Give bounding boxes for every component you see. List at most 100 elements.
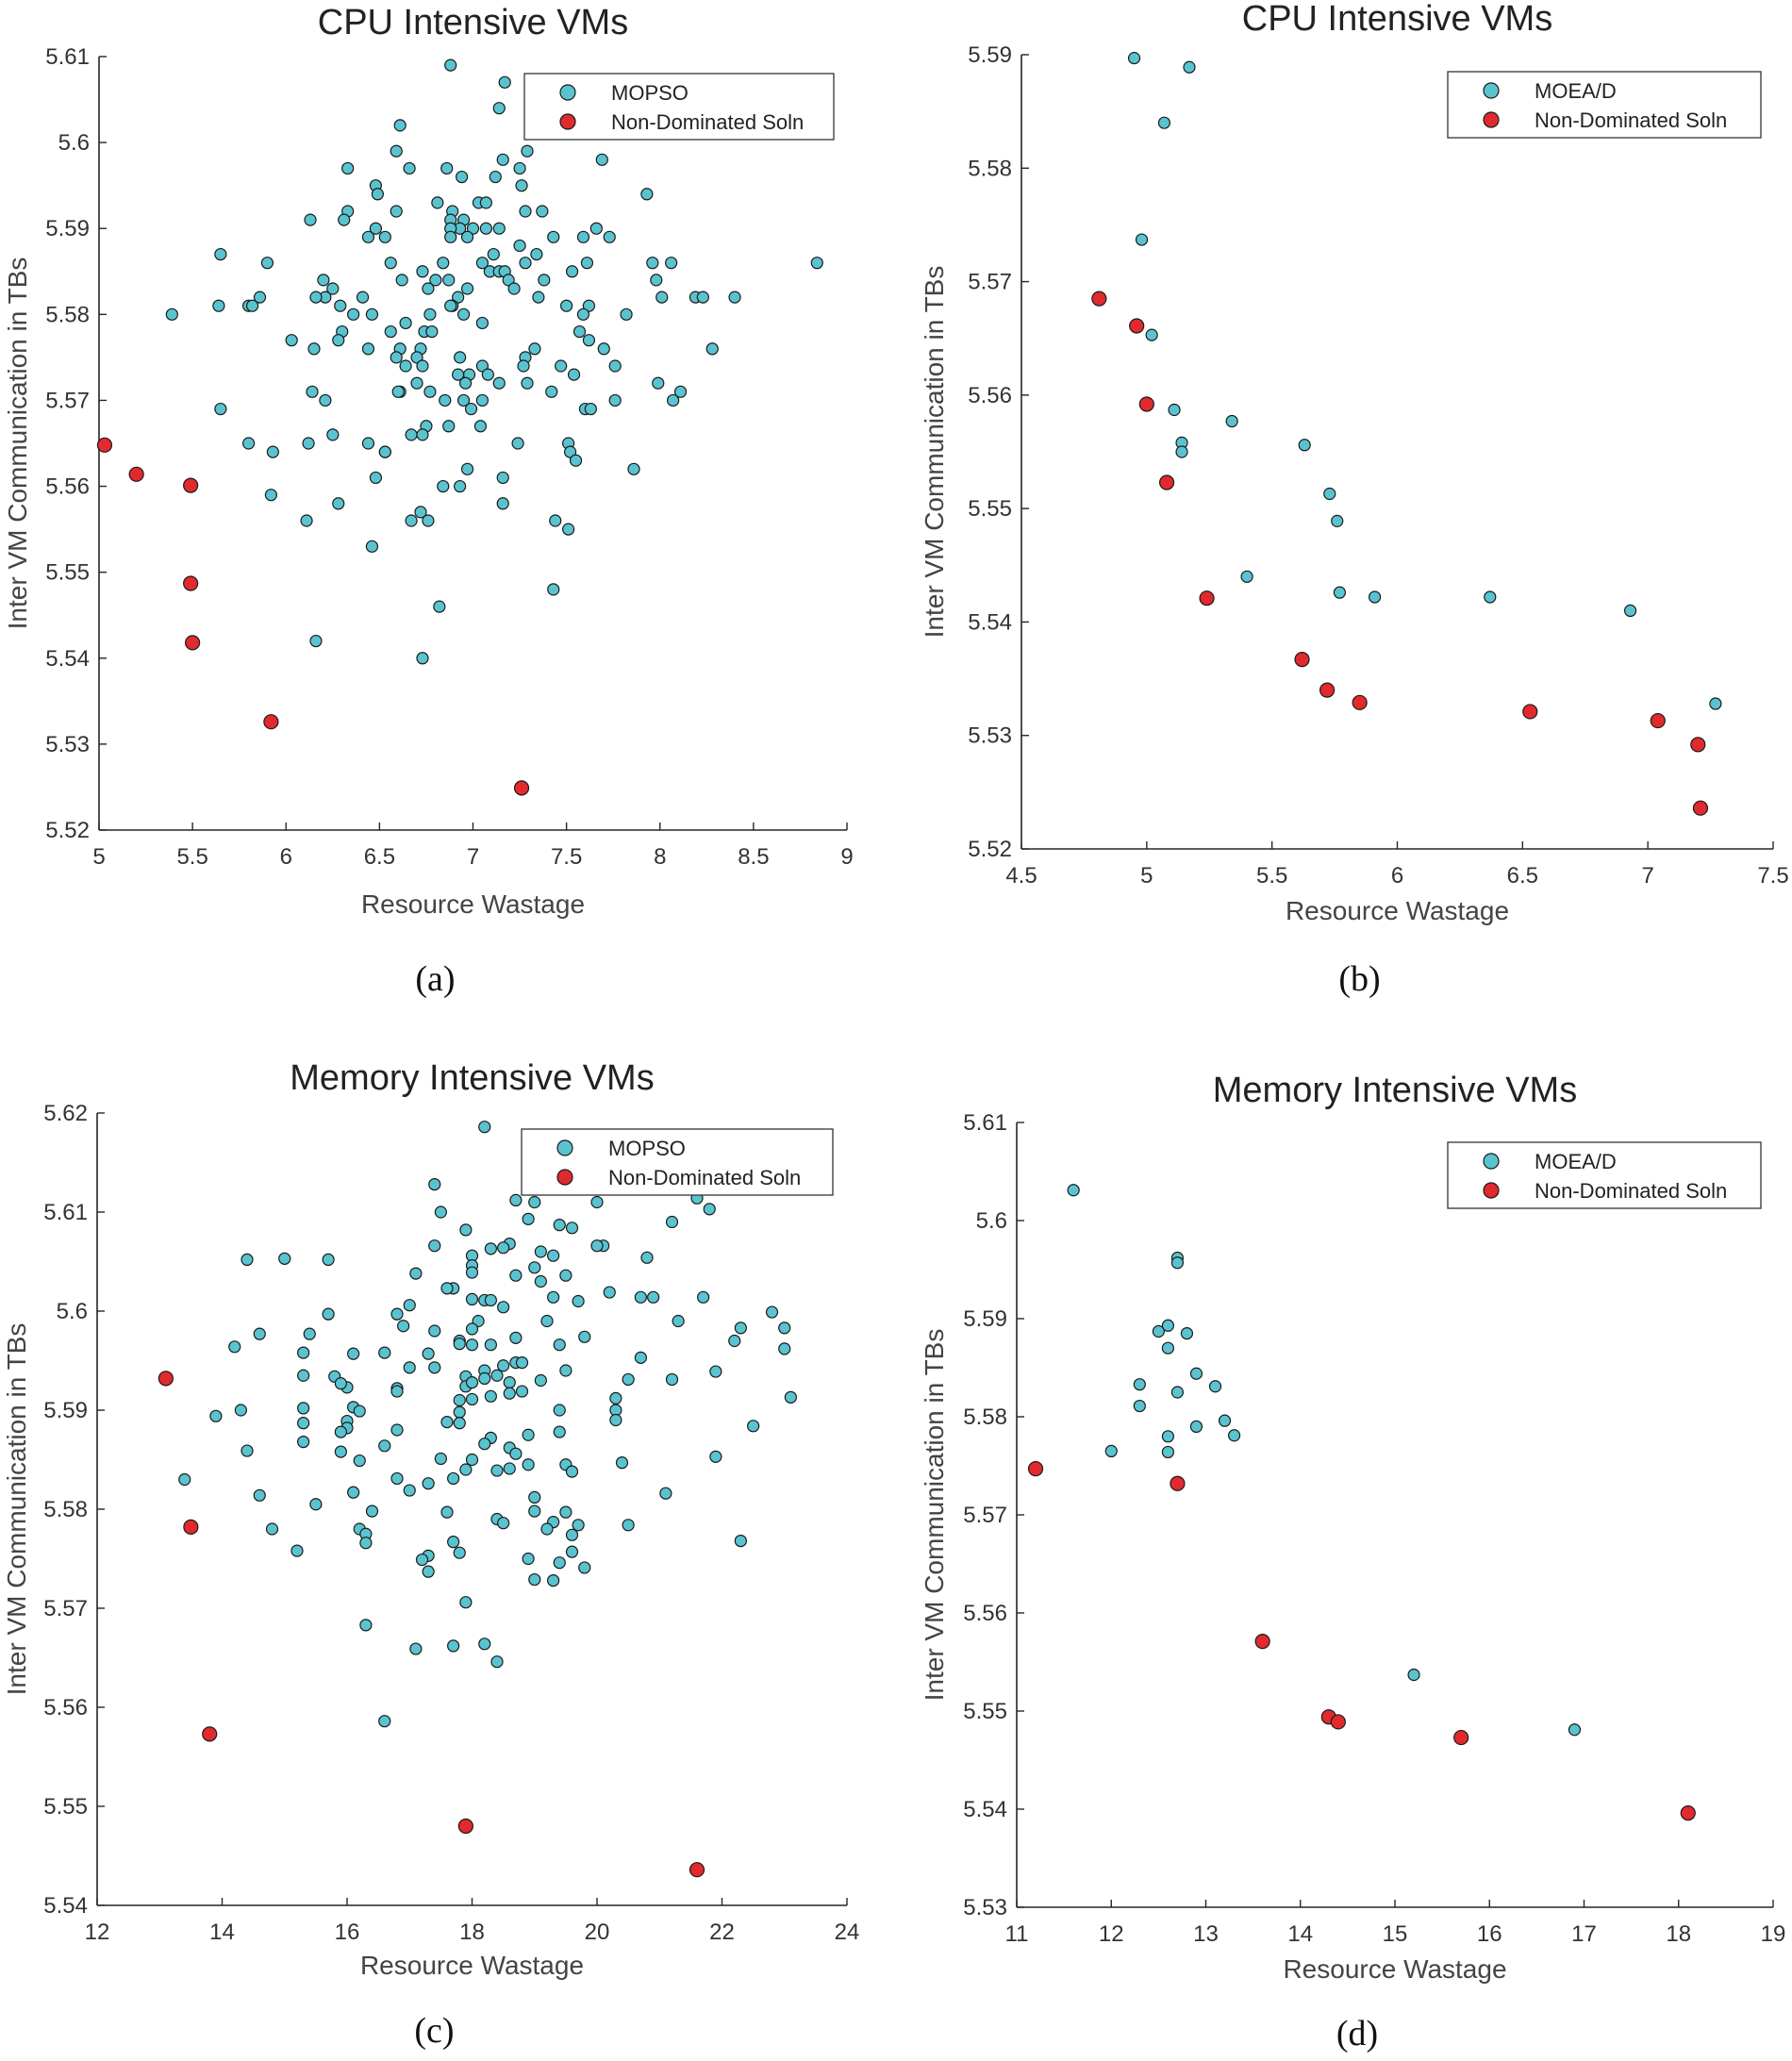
y-axis-label: Inter VM Communication in TBs	[2, 1323, 31, 1696]
solution-point	[297, 1402, 310, 1415]
legend-label: MOEA/D	[1535, 1150, 1617, 1173]
solution-point	[479, 222, 492, 235]
solution-point	[515, 179, 528, 192]
solution-point	[410, 351, 423, 364]
solution-point	[409, 1267, 423, 1280]
solution-point	[422, 1565, 435, 1578]
solution-point	[1218, 1414, 1232, 1427]
solution-point	[528, 342, 541, 356]
solution-point	[1170, 1256, 1185, 1270]
solution-point	[559, 1269, 572, 1282]
solution-point	[603, 230, 616, 243]
solution-point	[1623, 604, 1637, 618]
solution-point	[460, 282, 474, 295]
solution-point	[478, 1121, 491, 1134]
solution-point	[547, 230, 560, 243]
non-dominated-point	[183, 575, 199, 591]
non-dominated-point	[513, 780, 530, 796]
solution-point	[278, 1252, 291, 1265]
solution-point	[459, 1596, 473, 1609]
solution-point	[665, 1372, 679, 1387]
x-tick-label: 15	[1383, 1921, 1408, 1947]
solution-point	[582, 334, 596, 347]
solution-point	[784, 1390, 797, 1404]
solution-point	[589, 222, 603, 235]
solution-point	[650, 274, 663, 287]
solution-point	[572, 1519, 585, 1532]
solution-point	[503, 1462, 516, 1475]
solution-point	[609, 1413, 622, 1427]
solution-point	[1484, 590, 1497, 604]
solution-point	[634, 1290, 647, 1304]
solution-point	[1104, 1444, 1118, 1458]
legend: MOPSO Non-Dominated Soln	[523, 73, 835, 141]
solution-point	[559, 1505, 572, 1519]
solution-point	[572, 1294, 585, 1308]
solution-point	[241, 1253, 254, 1267]
y-tick-label: 5.55	[45, 560, 90, 586]
solution-point	[560, 299, 573, 312]
solution-point	[422, 514, 435, 527]
solution-point	[1133, 1378, 1146, 1391]
solution-point	[620, 307, 633, 321]
solution-point	[178, 1472, 191, 1487]
y-tick-label: 5.53	[968, 723, 1012, 749]
solution-point	[640, 188, 654, 201]
solution-point	[498, 75, 511, 89]
solution-point	[253, 1327, 266, 1340]
solution-point	[509, 1331, 523, 1344]
x-tick-label: 6	[280, 844, 292, 870]
solution-point	[484, 1242, 497, 1255]
solution-point	[460, 462, 474, 475]
legend-label: Non-Dominated Soln	[1535, 1179, 1727, 1203]
solution-point	[540, 1314, 554, 1328]
solution-point	[465, 1266, 479, 1279]
solution-point	[627, 462, 640, 475]
legend-label: Non-Dominated Soln	[608, 1166, 801, 1189]
x-tick-label: 22	[709, 1920, 735, 1945]
solution-point	[297, 1417, 310, 1430]
solution-point	[454, 479, 467, 493]
x-tick-label: 7	[1641, 863, 1653, 889]
solution-point	[1161, 1319, 1175, 1332]
solution-point	[369, 471, 383, 485]
solution-point	[569, 454, 583, 467]
solution-point	[646, 257, 659, 270]
non-dominated-point	[183, 1519, 199, 1536]
solution-point	[1189, 1367, 1203, 1380]
solution-point	[334, 1377, 347, 1390]
solution-point	[453, 1405, 466, 1419]
non-dominated-point	[202, 1726, 218, 1742]
solution-point	[532, 291, 545, 304]
solution-point	[397, 1320, 410, 1333]
solution-point	[580, 257, 594, 270]
solution-point	[1135, 233, 1149, 246]
solution-point	[416, 265, 429, 278]
legend-box	[521, 1128, 834, 1196]
solution-point	[390, 1471, 404, 1486]
solution-point	[378, 1715, 391, 1728]
y-tick-label: 5.56	[968, 383, 1012, 408]
solution-point	[378, 230, 391, 243]
solution-point	[304, 213, 317, 226]
y-tick-label: 5.6	[58, 130, 90, 156]
solution-point	[437, 257, 450, 270]
solution-point	[399, 316, 412, 330]
legend-marker-solutions	[556, 1139, 573, 1156]
y-tick-label: 5.62	[43, 1101, 88, 1126]
solution-point	[444, 299, 457, 312]
solution-point	[347, 1486, 360, 1499]
solution-point	[409, 1642, 423, 1655]
solution-point	[655, 291, 669, 304]
solution-point	[422, 1477, 435, 1490]
solution-point	[399, 359, 412, 373]
solution-point	[709, 1450, 722, 1463]
solution-point	[528, 1572, 541, 1587]
solution-point	[528, 1261, 541, 1274]
solution-point	[241, 1444, 254, 1457]
solution-point	[534, 1245, 547, 1258]
solution-point	[697, 1290, 710, 1304]
solution-point	[496, 153, 509, 166]
solution-point	[640, 1251, 654, 1264]
